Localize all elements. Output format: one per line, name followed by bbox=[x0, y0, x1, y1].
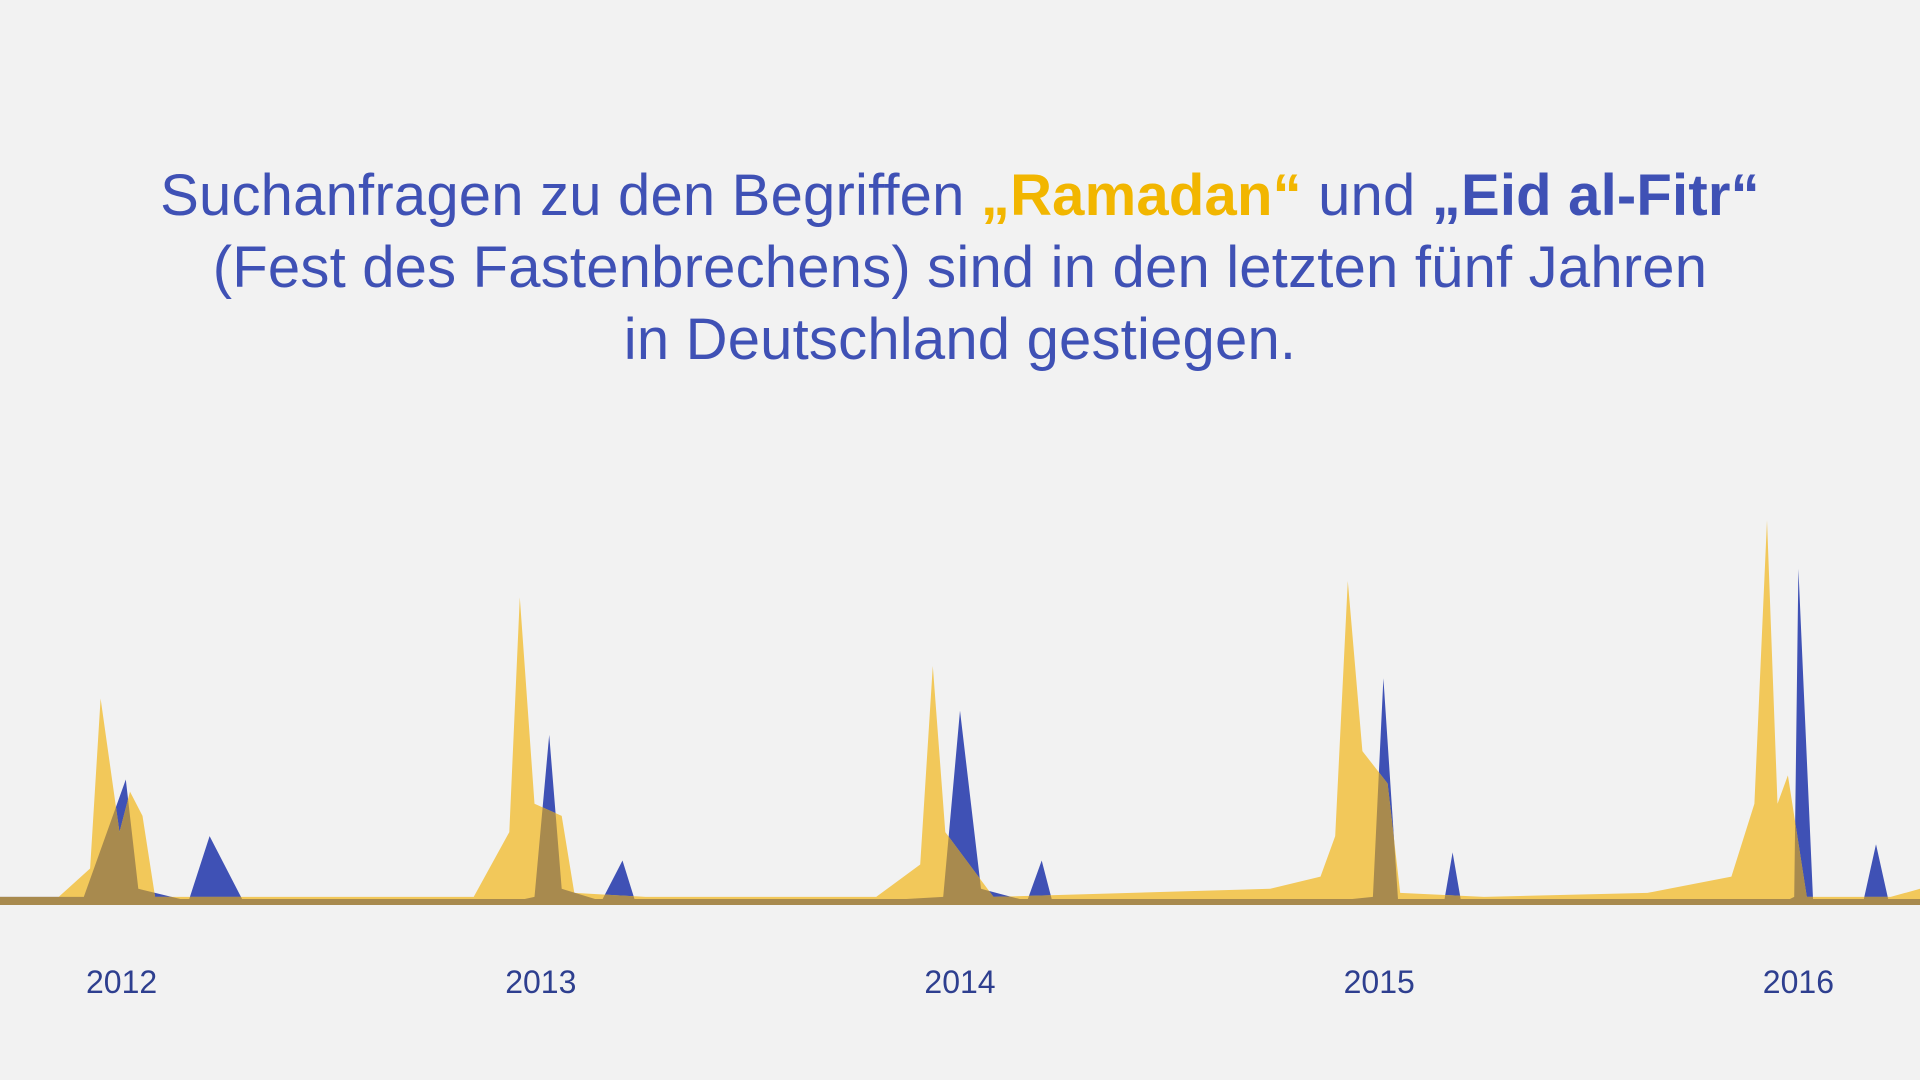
series-eid-al-fitr-area bbox=[0, 568, 1920, 905]
x-axis: 2012 2013 2014 2015 2016 bbox=[86, 964, 1834, 1000]
keyword-ramadan: „Ramadan“ bbox=[980, 163, 1302, 228]
headline-line-2: (Fest des Fastenbrechens) sind in den le… bbox=[212, 235, 1708, 300]
headline-line-1-start: Suchanfragen zu den Begriffen bbox=[160, 163, 981, 228]
headline-line-1: Suchanfragen zu den Begriffen „Ramadan“ … bbox=[110, 160, 1810, 232]
x-tick-label-2014: 2014 bbox=[924, 964, 995, 1000]
x-tick-label-2012: 2012 bbox=[86, 964, 157, 1000]
chart-plot-area bbox=[0, 520, 1920, 905]
keyword-eid-al-fitr: „Eid al-Fitr“ bbox=[1431, 163, 1760, 228]
headline: Suchanfragen zu den Begriffen „Ramadan“ … bbox=[110, 160, 1810, 376]
x-tick-label-2013: 2013 bbox=[505, 964, 576, 1000]
x-tick-label-2016: 2016 bbox=[1763, 964, 1834, 1000]
headline-line-1-middle: und bbox=[1301, 163, 1432, 228]
baseline bbox=[0, 899, 1920, 905]
headline-line-3: in Deutschland gestiegen. bbox=[623, 307, 1297, 372]
x-tick-label-2015: 2015 bbox=[1344, 964, 1415, 1000]
